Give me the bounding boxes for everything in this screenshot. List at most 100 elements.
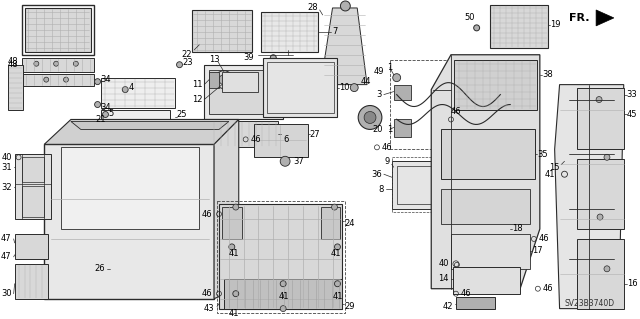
Text: 41: 41 bbox=[278, 292, 289, 301]
Circle shape bbox=[604, 154, 610, 160]
Polygon shape bbox=[441, 189, 530, 224]
Text: 26: 26 bbox=[95, 264, 106, 273]
Text: 14: 14 bbox=[438, 274, 449, 283]
Polygon shape bbox=[44, 145, 214, 299]
Text: 24: 24 bbox=[344, 219, 355, 228]
Circle shape bbox=[280, 281, 286, 287]
Polygon shape bbox=[441, 130, 535, 179]
Text: 23: 23 bbox=[182, 58, 193, 67]
Circle shape bbox=[280, 306, 286, 312]
Polygon shape bbox=[15, 234, 48, 259]
Text: 48: 48 bbox=[8, 60, 19, 69]
Text: FR.: FR. bbox=[569, 13, 589, 23]
Text: 3: 3 bbox=[376, 90, 382, 99]
Text: 8: 8 bbox=[378, 185, 384, 194]
Polygon shape bbox=[321, 207, 340, 239]
Text: 39: 39 bbox=[243, 53, 253, 62]
Text: 46: 46 bbox=[251, 135, 261, 144]
Text: 40: 40 bbox=[438, 259, 449, 268]
Text: 19: 19 bbox=[550, 20, 560, 29]
Text: 49: 49 bbox=[373, 67, 384, 76]
Text: 33: 33 bbox=[627, 90, 637, 99]
Circle shape bbox=[604, 266, 610, 272]
Polygon shape bbox=[253, 124, 308, 157]
Text: 50: 50 bbox=[465, 13, 476, 22]
Polygon shape bbox=[22, 58, 93, 72]
Circle shape bbox=[474, 25, 479, 31]
Polygon shape bbox=[22, 74, 93, 85]
Text: 18: 18 bbox=[512, 225, 523, 234]
Polygon shape bbox=[577, 159, 624, 229]
Polygon shape bbox=[577, 239, 624, 308]
Circle shape bbox=[122, 87, 128, 93]
Text: 34: 34 bbox=[100, 75, 111, 84]
Polygon shape bbox=[224, 279, 342, 308]
Text: 22: 22 bbox=[182, 50, 193, 59]
Polygon shape bbox=[100, 78, 175, 108]
Text: SV23B3740D: SV23B3740D bbox=[564, 299, 614, 308]
Circle shape bbox=[44, 77, 49, 82]
Text: 15: 15 bbox=[549, 163, 559, 172]
Polygon shape bbox=[454, 60, 537, 109]
Circle shape bbox=[393, 74, 401, 82]
Text: 4: 4 bbox=[128, 83, 133, 92]
Text: 46: 46 bbox=[461, 289, 472, 298]
Polygon shape bbox=[321, 8, 367, 85]
Text: 37: 37 bbox=[293, 157, 304, 166]
Text: 28: 28 bbox=[307, 4, 317, 12]
Text: 11: 11 bbox=[192, 80, 202, 89]
Polygon shape bbox=[22, 186, 44, 217]
Polygon shape bbox=[61, 147, 199, 229]
Polygon shape bbox=[209, 122, 278, 147]
Text: 42: 42 bbox=[442, 302, 453, 311]
Text: 17: 17 bbox=[532, 246, 543, 256]
Text: 12: 12 bbox=[192, 95, 202, 104]
Text: 30: 30 bbox=[1, 289, 12, 298]
Polygon shape bbox=[262, 12, 317, 52]
Text: 21: 21 bbox=[95, 115, 106, 124]
Polygon shape bbox=[8, 65, 22, 109]
Polygon shape bbox=[209, 70, 278, 115]
Polygon shape bbox=[193, 10, 252, 52]
Circle shape bbox=[74, 61, 78, 66]
Text: 9: 9 bbox=[385, 157, 390, 166]
Circle shape bbox=[280, 156, 290, 166]
Circle shape bbox=[219, 75, 229, 85]
Bar bbox=[392, 157, 451, 212]
Polygon shape bbox=[453, 267, 520, 294]
Text: 1: 1 bbox=[387, 63, 392, 72]
Bar bbox=[390, 60, 508, 149]
Polygon shape bbox=[264, 58, 337, 117]
Text: 20: 20 bbox=[372, 125, 383, 134]
Text: 32: 32 bbox=[1, 183, 12, 192]
Polygon shape bbox=[44, 120, 239, 145]
Polygon shape bbox=[392, 161, 446, 209]
Circle shape bbox=[340, 1, 350, 11]
Text: 46: 46 bbox=[451, 107, 461, 116]
Polygon shape bbox=[209, 72, 219, 88]
Polygon shape bbox=[490, 5, 548, 48]
Text: 40: 40 bbox=[1, 153, 12, 162]
Polygon shape bbox=[431, 55, 540, 289]
Polygon shape bbox=[596, 10, 614, 26]
Polygon shape bbox=[24, 8, 91, 52]
Circle shape bbox=[358, 106, 382, 130]
Polygon shape bbox=[222, 72, 259, 92]
Circle shape bbox=[332, 204, 337, 210]
Text: 46: 46 bbox=[543, 284, 554, 293]
Text: 41: 41 bbox=[229, 249, 239, 258]
Text: 46: 46 bbox=[539, 234, 550, 243]
Circle shape bbox=[102, 112, 108, 117]
Text: 41: 41 bbox=[330, 249, 341, 258]
Circle shape bbox=[233, 204, 239, 210]
Circle shape bbox=[229, 244, 235, 250]
Circle shape bbox=[596, 97, 602, 102]
Text: 6: 6 bbox=[283, 135, 289, 144]
Polygon shape bbox=[555, 85, 624, 308]
Circle shape bbox=[597, 214, 603, 220]
Text: 48: 48 bbox=[8, 57, 19, 66]
Text: 41: 41 bbox=[544, 170, 555, 179]
Polygon shape bbox=[214, 120, 239, 299]
Circle shape bbox=[63, 77, 68, 82]
Polygon shape bbox=[22, 157, 44, 182]
